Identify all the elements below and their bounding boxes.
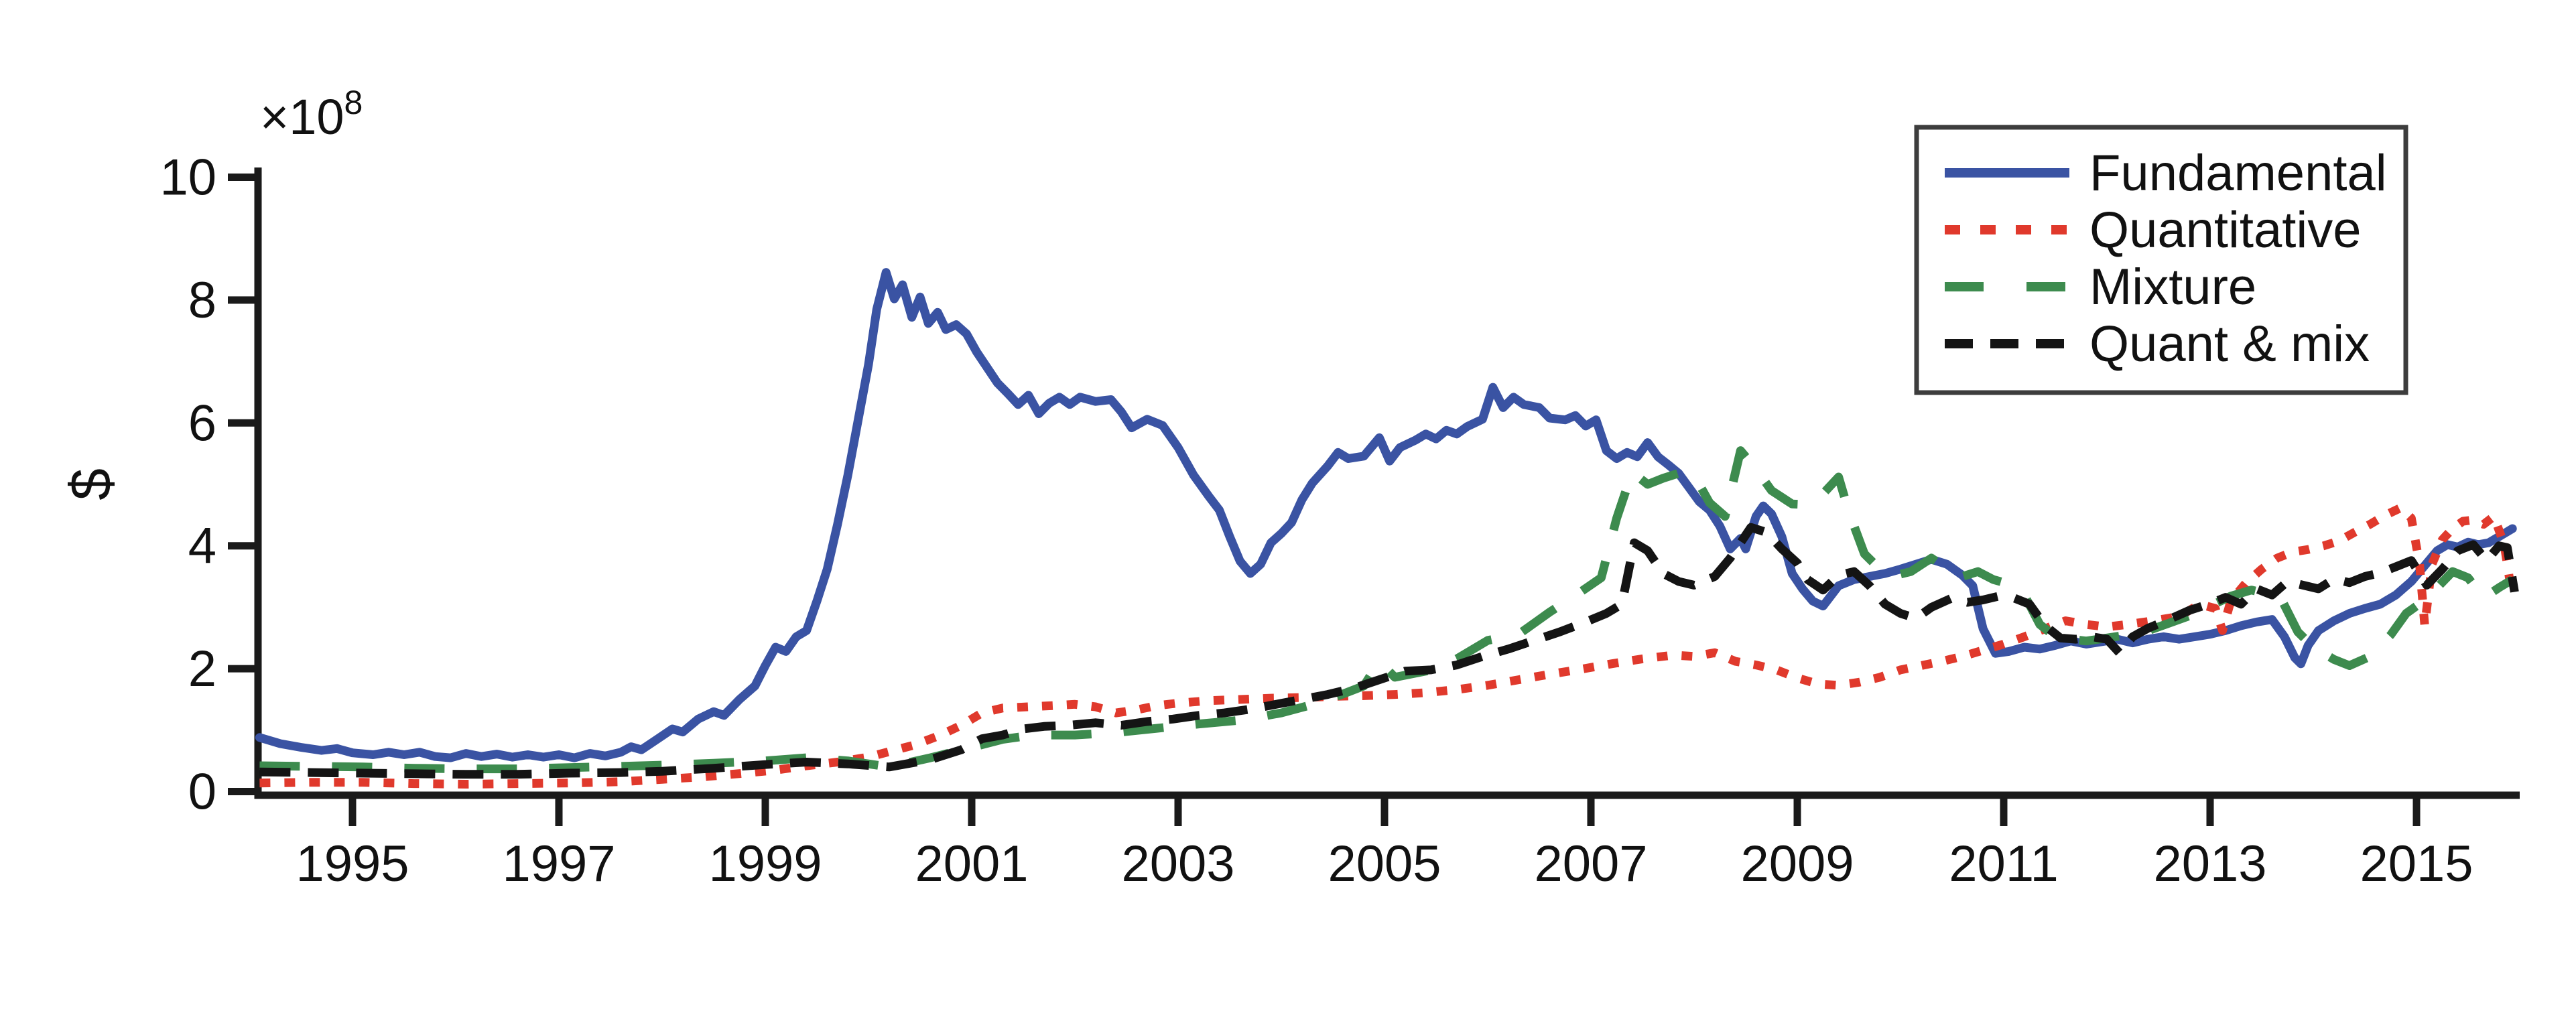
x-axis-tick-label: 1997 xyxy=(502,835,615,892)
legend-item-quant-mix: Quant & mix xyxy=(1945,316,2370,372)
x-axis-tick-label: 2011 xyxy=(1949,835,2058,892)
x-axis-tick-label: 2005 xyxy=(1328,835,1441,892)
y-axis-tick-label: 0 xyxy=(188,764,216,821)
x-axis-tick-label: 2007 xyxy=(1534,835,1647,892)
legend-label: Quant & mix xyxy=(2089,316,2370,372)
x-axis-tick-label: 2015 xyxy=(2360,835,2473,892)
x-axis-tick-label: 2001 xyxy=(915,835,1028,892)
y-axis-tick-label: 10 xyxy=(159,149,216,206)
x-axis-tick-label: 2003 xyxy=(1121,835,1234,892)
x-axis-tick-label: 2009 xyxy=(1740,835,1854,892)
legend-item-fundamental: Fundamental xyxy=(1945,145,2387,202)
series-line-quant-mix xyxy=(259,523,2519,779)
x-axis-tick-label: 1995 xyxy=(296,835,409,892)
y-axis-label: $ xyxy=(59,468,123,500)
y-axis-offset-label: ×108 xyxy=(260,84,363,145)
legend-item-quantitative: Quantitative xyxy=(1945,202,2362,259)
legend-label: Quantitative xyxy=(2089,202,2362,259)
series-line-quantitative xyxy=(259,503,2517,789)
y-axis-tick-label: 8 xyxy=(188,272,216,329)
legend-label: Fundamental xyxy=(2089,145,2387,202)
x-axis-tick-label: 2013 xyxy=(2153,835,2266,892)
y-axis-tick-label: 4 xyxy=(188,518,216,575)
y-axis-tick-label: 6 xyxy=(188,395,216,452)
series-line-mixture xyxy=(259,446,2515,774)
legend-label: Mixture xyxy=(2089,259,2256,316)
x-axis-tick-label: 1999 xyxy=(708,835,822,892)
y-axis-tick-label: 2 xyxy=(188,640,216,697)
legend-item-mixture: Mixture xyxy=(1945,259,2256,316)
